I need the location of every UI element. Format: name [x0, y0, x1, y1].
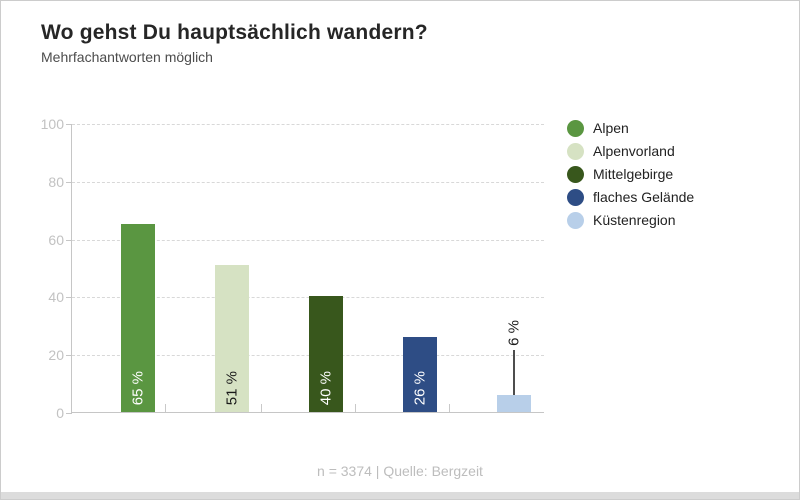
bar-value-label: 65 %: [129, 370, 147, 405]
legend-item-flaches Gelände[interactable]: flaches Gelände: [567, 189, 694, 206]
bottom-strip: [1, 492, 799, 499]
legend-swatch-icon: [567, 212, 584, 229]
legend-label: Küstenregion: [593, 212, 676, 228]
y-axis-label-40: 40: [48, 289, 64, 306]
y-axis-tick: [66, 413, 72, 414]
plot-area: 0 20 40 60 80 100 65 % 51 % 40 % 26 % 6 %: [41, 117, 544, 420]
bar-value-label: 40 %: [317, 370, 335, 405]
gridline-40: [72, 297, 544, 299]
chart-title: Wo gehst Du hauptsächlich wandern?: [41, 21, 428, 44]
bar-value-label: 6 %: [505, 320, 523, 346]
y-axis-tick: [66, 239, 72, 241]
legend-swatch-icon: [567, 143, 584, 160]
bar-Küstenregion[interactable]: [497, 394, 532, 412]
x-axis-tick: [449, 404, 451, 412]
legend-item-Alpen[interactable]: Alpen: [567, 120, 694, 137]
y-axis-label-80: 80: [48, 173, 64, 190]
bar-Alpenvorland[interactable]: 51 %: [214, 264, 249, 412]
bar-value-label: 51 %: [223, 370, 241, 405]
x-axis-tick: [260, 404, 262, 412]
bar-Alpen[interactable]: 65 %: [120, 224, 155, 412]
y-axis-tick: [66, 355, 72, 357]
chart-footer: n = 3374 | Quelle: Bergzeit: [317, 463, 483, 479]
x-axis-tick: [165, 404, 167, 412]
gridline-100: [72, 124, 544, 125]
legend-label: Alpenvorland: [593, 143, 675, 159]
bar-flaches Gelände[interactable]: 26 %: [403, 336, 437, 412]
y-axis-label-20: 20: [48, 347, 64, 364]
legend-item-Küstenregion[interactable]: Küstenregion: [567, 212, 694, 229]
legend-swatch-icon: [567, 166, 584, 183]
legend-label: Mittelgebirge: [593, 166, 674, 182]
gridline-60: [72, 239, 544, 241]
gridline-20: [72, 355, 544, 357]
bar-Mittelgebirge[interactable]: 40 %: [309, 296, 343, 412]
y-axis-label-0: 0: [56, 405, 64, 421]
legend-label: flaches Gelände: [593, 189, 695, 205]
y-axis-tick: [66, 124, 72, 125]
y-axis-tick: [66, 297, 72, 299]
legend-item-Alpenvorland[interactable]: Alpenvorland: [567, 143, 694, 160]
callout-line: [513, 350, 516, 408]
legend-item-Mittelgebirge[interactable]: Mittelgebirge: [567, 166, 694, 183]
x-axis-tick: [354, 404, 356, 412]
y-axis-label-60: 60: [48, 231, 64, 248]
legend-swatch-icon: [567, 120, 584, 137]
chart-subtitle: Mehrfachantworten möglich: [41, 49, 213, 65]
legend-label: Alpen: [593, 120, 629, 136]
gridline-80: [72, 181, 544, 183]
legend-swatch-icon: [567, 189, 584, 206]
legend: Alpen Alpenvorland Mittelgebirge flaches Ge…: [567, 120, 694, 235]
y-axis-label-100: 100: [40, 116, 64, 132]
bar-value-label: 26 %: [411, 370, 429, 405]
y-axis-tick: [66, 181, 72, 183]
